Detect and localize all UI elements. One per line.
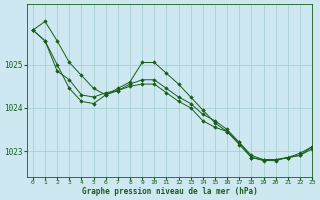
X-axis label: Graphe pression niveau de la mer (hPa): Graphe pression niveau de la mer (hPa) xyxy=(82,187,257,196)
